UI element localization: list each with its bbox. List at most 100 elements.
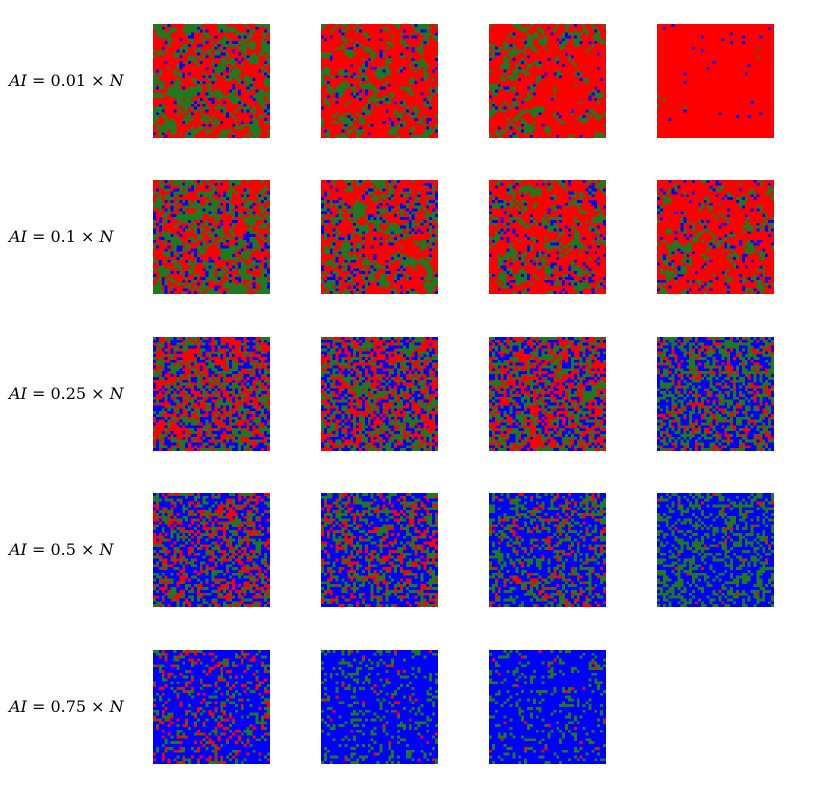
lattice-cell (208, 35, 212, 39)
lattice-cell (211, 276, 215, 280)
lattice-cell (432, 78, 436, 81)
lattice-cell (727, 279, 731, 283)
lattice-cell (202, 339, 206, 343)
lattice-cell (382, 274, 386, 277)
lattice-cell (161, 374, 165, 377)
lattice-cell (738, 199, 742, 203)
lattice-cell (267, 354, 270, 357)
lattice-cell (179, 256, 183, 260)
lattice-cell (689, 245, 693, 249)
lattice-cell (229, 405, 232, 409)
lattice-cell (759, 208, 763, 212)
lattice-cell (373, 219, 377, 223)
lattice-cell (359, 208, 362, 212)
lattice-cell (347, 256, 351, 260)
lattice-cell (158, 103, 162, 107)
lattice-cell (500, 231, 504, 235)
lattice-cell (532, 191, 536, 195)
lattice-cell (524, 288, 528, 292)
lattice-cell (497, 180, 501, 183)
lattice-cell (527, 274, 530, 277)
lattice-cell (231, 49, 235, 53)
lattice-cell (364, 268, 368, 272)
lattice-cell (237, 41, 241, 44)
lattice-cell (603, 205, 606, 209)
lattice-cell (394, 239, 398, 243)
lattice-cell (231, 225, 235, 229)
lattice-cell (515, 126, 519, 130)
lattice-cell (426, 276, 430, 280)
lattice-cell (494, 52, 498, 56)
lattice-cell (240, 63, 244, 67)
lattice-cell (432, 188, 436, 192)
lattice-cell (489, 214, 492, 218)
lattice-cell (188, 95, 192, 99)
lattice-cell (234, 285, 238, 289)
lattice-cell (709, 242, 713, 246)
lattice-cell (264, 24, 268, 27)
lattice-cell (426, 126, 430, 130)
lattice-cell (211, 228, 215, 232)
lattice-cell (240, 379, 244, 383)
lattice-cell (196, 191, 200, 195)
lattice-cell (509, 120, 513, 124)
lattice-cell (405, 276, 409, 280)
lattice-cell (196, 89, 200, 93)
lattice-cell (382, 197, 386, 200)
lattice-cell (153, 234, 156, 237)
lattice-cell (353, 52, 357, 56)
lattice-cell (220, 92, 224, 96)
lattice-cell (547, 291, 551, 294)
lattice-cell (738, 205, 742, 209)
lattice-cell (579, 41, 583, 44)
lattice-cell (567, 24, 571, 27)
lattice-cell (497, 228, 501, 232)
lattice-cell (220, 228, 224, 232)
lattice-cell (237, 388, 241, 392)
lattice-cell (506, 103, 510, 107)
lattice-cell (420, 118, 424, 121)
lattice-cell (579, 288, 583, 292)
lattice-cell (338, 135, 342, 138)
lattice-cell (220, 52, 224, 56)
lattice-cell (388, 188, 392, 192)
lattice-cell (385, 41, 389, 44)
lattice-cell (176, 63, 180, 67)
lattice-cell (420, 92, 424, 96)
lattice-cell (217, 72, 221, 76)
lattice-cell (231, 371, 235, 375)
lattice-cell (208, 202, 212, 206)
lattice-cell (497, 274, 501, 277)
lattice-cell (344, 123, 348, 127)
lattice-cell (738, 279, 742, 283)
lattice-cell (258, 345, 262, 349)
row-label-eq: = (26, 384, 51, 403)
lattice-cell (205, 118, 209, 121)
lattice-cell (332, 265, 336, 269)
lattice-cell (379, 185, 383, 189)
lattice-cell (240, 41, 244, 44)
lattice-cell (385, 219, 389, 223)
lattice-cell (585, 112, 589, 116)
lattice-cell (547, 185, 551, 189)
lattice-cell (326, 191, 330, 195)
lattice-cell (344, 52, 348, 56)
lattice-cell (367, 46, 371, 50)
lattice-cell (695, 234, 698, 237)
lattice-cell (565, 225, 568, 229)
lattice-cell (695, 271, 698, 275)
lattice-cell (388, 185, 392, 189)
lattice-cell (747, 245, 751, 249)
lattice-cell (155, 337, 159, 340)
lattice-cell (161, 399, 165, 403)
lattice-cell (267, 49, 270, 53)
lattice-cell (550, 274, 554, 277)
lattice-cell (208, 365, 212, 369)
lattice-cell (223, 239, 227, 243)
lattice-cell (356, 180, 360, 183)
lattice-cell (411, 291, 415, 294)
lattice-cell (214, 118, 218, 121)
lattice-cell (208, 402, 212, 406)
lattice-cell (246, 288, 250, 292)
lattice-cell (385, 66, 389, 70)
